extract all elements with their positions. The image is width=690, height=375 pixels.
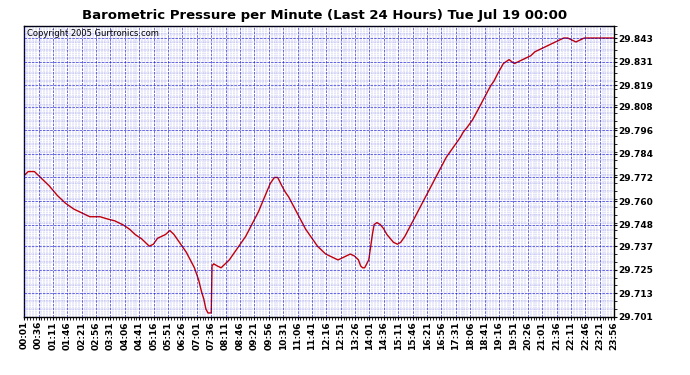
Text: Copyright 2005 Gurtronics.com: Copyright 2005 Gurtronics.com xyxy=(27,29,159,38)
Text: Barometric Pressure per Minute (Last 24 Hours) Tue Jul 19 00:00: Barometric Pressure per Minute (Last 24 … xyxy=(81,9,567,22)
